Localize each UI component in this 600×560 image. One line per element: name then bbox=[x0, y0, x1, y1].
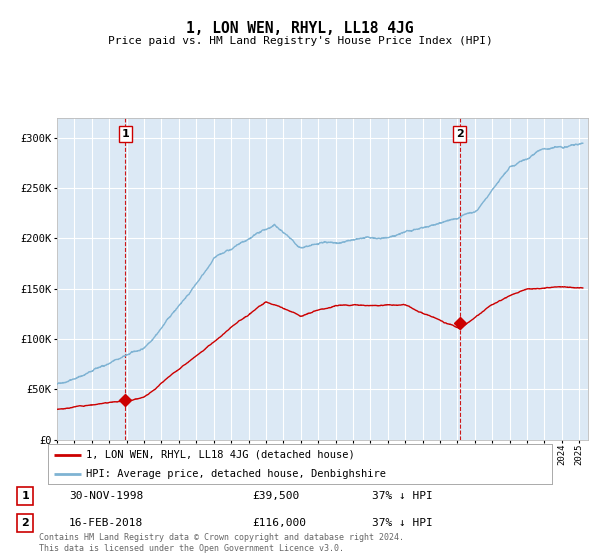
Text: 37% ↓ HPI: 37% ↓ HPI bbox=[372, 491, 433, 501]
Text: 1, LON WEN, RHYL, LL18 4JG (detached house): 1, LON WEN, RHYL, LL18 4JG (detached hou… bbox=[86, 450, 355, 460]
Text: Contains HM Land Registry data © Crown copyright and database right 2024.: Contains HM Land Registry data © Crown c… bbox=[39, 533, 404, 542]
Text: 1, LON WEN, RHYL, LL18 4JG: 1, LON WEN, RHYL, LL18 4JG bbox=[186, 21, 414, 36]
Text: 1: 1 bbox=[22, 491, 29, 501]
Text: 2: 2 bbox=[22, 518, 29, 528]
Text: 16-FEB-2018: 16-FEB-2018 bbox=[69, 518, 143, 528]
Text: HPI: Average price, detached house, Denbighshire: HPI: Average price, detached house, Denb… bbox=[86, 469, 386, 479]
Text: 1: 1 bbox=[121, 129, 129, 139]
Text: 30-NOV-1998: 30-NOV-1998 bbox=[69, 491, 143, 501]
Text: £116,000: £116,000 bbox=[252, 518, 306, 528]
Text: 2: 2 bbox=[455, 129, 463, 139]
Text: This data is licensed under the Open Government Licence v3.0.: This data is licensed under the Open Gov… bbox=[39, 544, 344, 553]
Text: £39,500: £39,500 bbox=[252, 491, 299, 501]
Text: Price paid vs. HM Land Registry's House Price Index (HPI): Price paid vs. HM Land Registry's House … bbox=[107, 36, 493, 46]
Text: 37% ↓ HPI: 37% ↓ HPI bbox=[372, 518, 433, 528]
